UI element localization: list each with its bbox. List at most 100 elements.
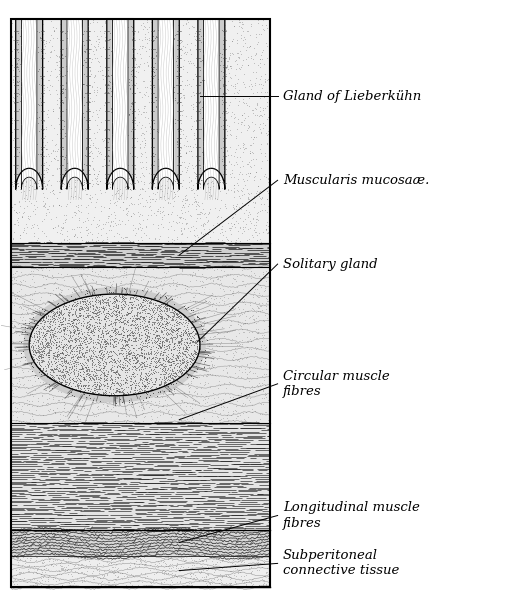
Point bbox=[89, 324, 98, 334]
Point bbox=[59, 364, 67, 374]
Point bbox=[74, 373, 83, 383]
Point bbox=[22, 341, 30, 351]
Point bbox=[22, 352, 31, 362]
Point bbox=[151, 367, 159, 376]
Point bbox=[23, 577, 31, 586]
Point bbox=[43, 368, 51, 378]
Point bbox=[258, 47, 266, 57]
Point bbox=[162, 87, 170, 97]
Point bbox=[238, 186, 247, 196]
Point bbox=[85, 34, 93, 44]
Point bbox=[236, 310, 244, 320]
Point bbox=[112, 292, 120, 301]
Point bbox=[39, 572, 47, 581]
Point bbox=[157, 334, 165, 343]
Point bbox=[130, 113, 139, 123]
Point bbox=[62, 62, 70, 71]
Point bbox=[19, 380, 27, 390]
Point bbox=[128, 326, 136, 335]
Point bbox=[203, 179, 211, 188]
Point bbox=[48, 202, 57, 211]
Point bbox=[175, 328, 184, 338]
Point bbox=[90, 343, 98, 353]
Point bbox=[189, 373, 198, 383]
Point bbox=[119, 48, 128, 58]
Point bbox=[97, 371, 105, 381]
Point bbox=[194, 307, 202, 317]
Point bbox=[218, 97, 226, 106]
Point bbox=[122, 26, 130, 36]
Point bbox=[178, 367, 186, 377]
Point bbox=[32, 237, 40, 247]
Point bbox=[120, 361, 129, 371]
Point bbox=[224, 407, 233, 417]
Point bbox=[197, 124, 205, 133]
Point bbox=[155, 332, 163, 341]
Point bbox=[79, 79, 87, 89]
Point bbox=[105, 287, 113, 297]
Point bbox=[86, 140, 94, 150]
Point bbox=[165, 356, 173, 366]
Point bbox=[152, 355, 160, 364]
Point bbox=[200, 148, 209, 158]
Point bbox=[197, 208, 205, 217]
Point bbox=[127, 335, 135, 345]
Point bbox=[61, 373, 70, 383]
Point bbox=[241, 214, 249, 224]
Point bbox=[101, 37, 109, 46]
Point bbox=[163, 341, 171, 351]
Point bbox=[114, 386, 122, 396]
Point bbox=[200, 362, 209, 371]
Point bbox=[72, 143, 80, 153]
Point bbox=[148, 40, 157, 50]
Point bbox=[94, 310, 102, 320]
Point bbox=[143, 343, 152, 352]
Point bbox=[132, 275, 140, 285]
Point bbox=[187, 324, 196, 334]
Point bbox=[87, 44, 95, 54]
Point bbox=[12, 59, 20, 69]
Point bbox=[97, 373, 105, 383]
Point bbox=[256, 356, 265, 365]
Point bbox=[251, 80, 259, 89]
Point bbox=[137, 334, 145, 343]
Point bbox=[245, 397, 254, 406]
Point bbox=[101, 219, 109, 229]
Point bbox=[104, 151, 112, 160]
Point bbox=[69, 346, 77, 356]
Point bbox=[140, 377, 148, 386]
Point bbox=[144, 263, 153, 272]
Point bbox=[39, 188, 48, 197]
Point bbox=[39, 326, 48, 336]
Point bbox=[84, 313, 92, 322]
Point bbox=[85, 390, 93, 400]
Point bbox=[147, 123, 156, 133]
Point bbox=[128, 353, 136, 363]
Point bbox=[173, 171, 181, 181]
Point bbox=[162, 91, 171, 101]
Point bbox=[209, 362, 217, 372]
Point bbox=[52, 151, 60, 160]
Point bbox=[35, 347, 44, 357]
Point bbox=[77, 284, 86, 294]
Point bbox=[137, 299, 145, 309]
Point bbox=[138, 169, 146, 178]
Point bbox=[182, 346, 190, 356]
Point bbox=[100, 369, 108, 379]
Point bbox=[172, 80, 180, 89]
Point bbox=[149, 322, 158, 332]
Point bbox=[145, 118, 153, 128]
Point bbox=[133, 325, 142, 335]
Point bbox=[96, 574, 104, 583]
Point bbox=[141, 138, 149, 148]
Point bbox=[265, 396, 273, 406]
Point bbox=[89, 317, 98, 326]
Point bbox=[169, 371, 177, 380]
Point bbox=[112, 329, 120, 338]
Point bbox=[245, 395, 253, 405]
Point bbox=[33, 356, 41, 366]
Point bbox=[250, 314, 258, 324]
Point bbox=[159, 386, 168, 395]
Point bbox=[100, 314, 108, 323]
Point bbox=[230, 219, 239, 229]
